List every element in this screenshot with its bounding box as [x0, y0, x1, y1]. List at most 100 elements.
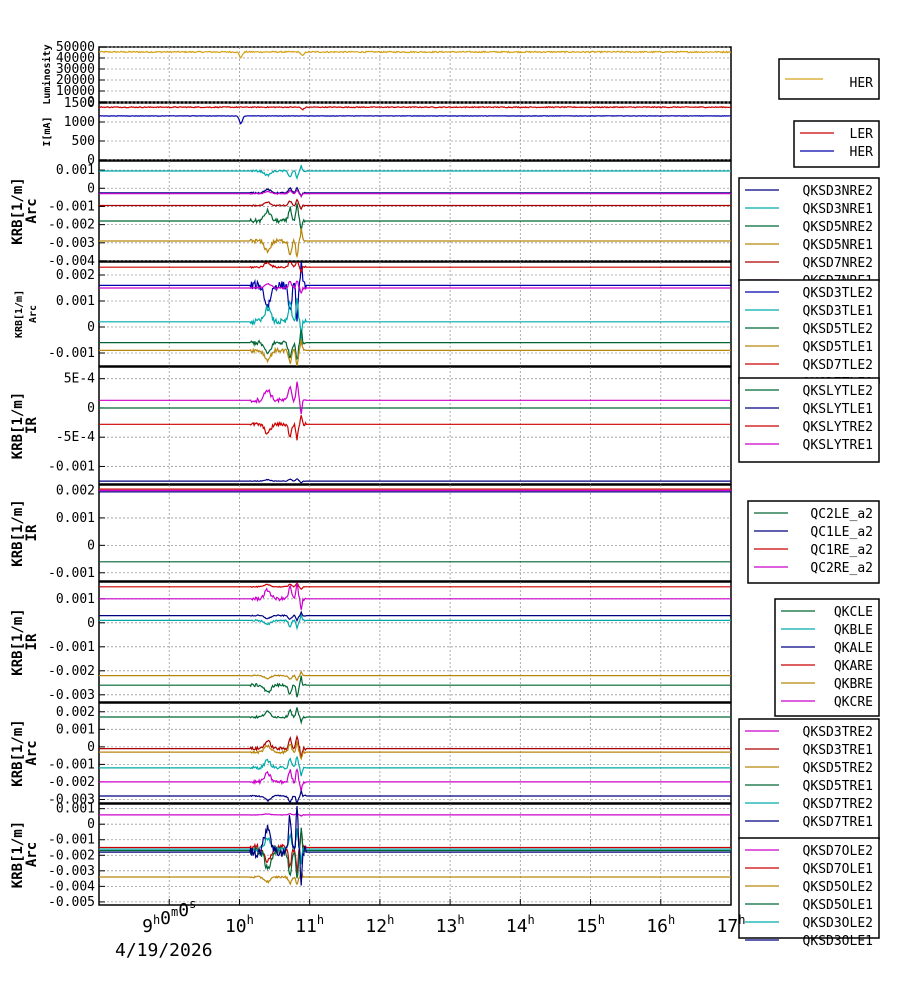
y-tick-label: 0.001 — [56, 802, 95, 817]
panel-frame — [98, 803, 732, 906]
legend-label: HER — [850, 145, 874, 160]
legend-label: QKSD5TRE2 — [803, 761, 873, 776]
y-tick-label: -0.001 — [48, 757, 95, 772]
legend-label: QKSD5NRE2 — [803, 220, 873, 235]
y-tick-label: 0 — [87, 740, 95, 755]
legend-label: QKSD7OLE2 — [803, 844, 873, 859]
series-line-ler — [99, 105, 731, 111]
legend-arc1: QKSD3NRE2 QKSD3NRE1 QKSD5NRE2 QKSD5NRE1 QKSD… — [738, 177, 880, 289]
y-tick-label: 0.002 — [56, 705, 95, 720]
legend-label: QKCRE — [834, 695, 873, 710]
y-axis-label: KRB[1/m] — [10, 821, 26, 888]
legend-label: QKSD5TRE1 — [803, 779, 873, 794]
series-line-qksd5tre2 — [99, 740, 731, 761]
legend-label: QKSLYTLE2 — [803, 384, 873, 399]
series-line-qksd5nre1 — [99, 228, 731, 259]
y-axis-label: IR — [24, 633, 40, 650]
panel-arc2: -0.001 0 0.001 0.002 KRB[1/m] Arc — [14, 261, 732, 367]
legend-box — [747, 500, 880, 584]
y-tick-label: -0.002 — [48, 775, 95, 790]
series-line-qksd7tre2 — [99, 755, 731, 777]
x-tick-label: 10h — [225, 913, 254, 937]
series-line-qksd3nre2 — [99, 186, 731, 198]
legend-arc3: QKSD3TRE2 QKSD3TRE1 QKSD5TRE2 QKSD5TRE1 QKSD… — [738, 718, 880, 840]
legend-label: QKSD5TLE1 — [803, 340, 873, 355]
legend-label: QC1RE_a2 — [810, 543, 873, 558]
series-line-qksd7nre1 — [99, 189, 731, 198]
y-tick-label: -0.003 — [48, 864, 95, 879]
series-line-qksd5nre2 — [99, 203, 731, 232]
legend-label: QKSD3NRE2 — [803, 184, 873, 199]
x-tick-label: 17h — [717, 913, 746, 937]
y-tick-label: 0 — [87, 320, 95, 335]
legend-box — [738, 177, 880, 282]
y-tick-label: -0.001 — [48, 459, 95, 474]
legend-label: QKARE — [834, 659, 873, 674]
legend-label: QKSD7TRE1 — [803, 815, 873, 830]
legend-label: QKSD5OLE2 — [803, 880, 873, 895]
legend-ir3: QKCLE QKBLE QKALE QKARE QKBRE QKCRE — [774, 598, 880, 717]
y-tick-label: -0.001 — [48, 199, 95, 214]
series-line-qksd5tre1 — [99, 707, 731, 725]
y-tick-label: 0.001 — [56, 592, 95, 607]
legend-label: QKSD7TLE2 — [803, 358, 873, 373]
legend-label: QKSD3TLE1 — [803, 304, 873, 319]
x-tick-label: 13h — [436, 913, 465, 937]
series-line-qksd7tle1 — [99, 280, 731, 295]
y-tick-label: 0.001 — [56, 722, 95, 737]
x-tick-label: 15h — [576, 913, 605, 937]
legend-current: LER HER — [793, 120, 880, 168]
panel-current: 0 500 1000 1500 I[mA] — [42, 96, 732, 168]
legend-lum: HER — [778, 58, 880, 100]
legend-box — [774, 598, 880, 717]
x-tick-label: 16h — [646, 913, 675, 937]
legend-arc2: QKSD3TLE2 QKSD3TLE1 QKSD5TLE2 QKSD5TLE1 QKSD… — [738, 279, 880, 391]
legend-label: QKSD7OLE1 — [803, 862, 873, 877]
y-axis-label: I[mA] — [42, 116, 53, 146]
series-line-qksd7ole1 — [99, 831, 731, 874]
series-line-qkale — [99, 610, 731, 623]
series-line-qksd3tre1 — [99, 734, 731, 759]
y-tick-label: 0 — [87, 538, 95, 553]
series-line-qkbre — [99, 670, 731, 682]
y-tick-label: -0.003 — [48, 792, 95, 807]
y-tick-label: -0.001 — [48, 833, 95, 848]
y-tick-label: 0 — [87, 817, 95, 832]
chart-legends: HERLERHERQKSD3NRE2QKSD3NRE1QKSD5NRE2QKSD… — [738, 58, 880, 949]
y-tick-label: 0 — [87, 153, 95, 168]
panel-arc3: -0.003 -0.002 -0.001 0 0.001 0.002 KRB[1/m]Arc — [10, 702, 732, 807]
series-line-qksd5tle1 — [99, 339, 731, 366]
y-tick-label: 0.001 — [56, 294, 95, 309]
y-axis-label: Luminosity — [41, 44, 53, 104]
legend-label: QC2RE_a2 — [810, 561, 873, 576]
legend-label: QKSLYTLE1 — [803, 402, 873, 417]
legend-label: QKSLYTRE1 — [803, 438, 873, 453]
panel-ir2: -0.001 0 0.001 0.002 KRB[1/m]IR — [10, 483, 732, 582]
y-tick-label: -0.003 — [48, 688, 95, 703]
y-tick-label: 5E-4 — [64, 372, 95, 387]
series-line-qksd5ole1 — [99, 827, 731, 879]
legend-label: QKSD3TLE2 — [803, 286, 873, 301]
legend-label: QKCLE — [834, 605, 873, 620]
legend-label: QKSD3TRE1 — [803, 743, 873, 758]
series-line-qkslytre1 — [99, 381, 731, 415]
y-tick-label: 0.001 — [56, 163, 95, 178]
y-tick-label: -0.001 — [48, 566, 95, 581]
series-line-qksd7nre2 — [99, 198, 731, 211]
panel-frame — [98, 484, 732, 582]
series-line-her — [99, 50, 731, 59]
series-line-qkslytre2 — [99, 415, 731, 441]
x-axis: 9h0m0s 10h 11h 12h 13h 14h 15h 16h 17h — [142, 897, 745, 937]
series-line-qksd5ole2 — [99, 871, 731, 886]
legend-box — [793, 120, 880, 168]
y-axis-label: IR — [24, 524, 40, 541]
series-line-qkare — [99, 582, 731, 590]
legend-label: QKSD5OLE1 — [803, 898, 873, 913]
series-line-qkcre — [99, 582, 731, 610]
legend-label: QKSD7NRE2 — [803, 256, 873, 271]
y-tick-label: 0.001 — [56, 511, 95, 526]
date-label: 4/19/2026 — [115, 940, 213, 961]
panel-frame — [98, 102, 732, 161]
